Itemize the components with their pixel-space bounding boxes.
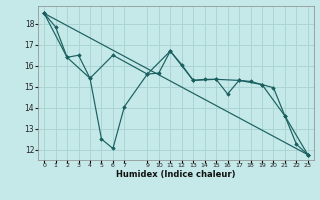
X-axis label: Humidex (Indice chaleur): Humidex (Indice chaleur) (116, 170, 236, 179)
